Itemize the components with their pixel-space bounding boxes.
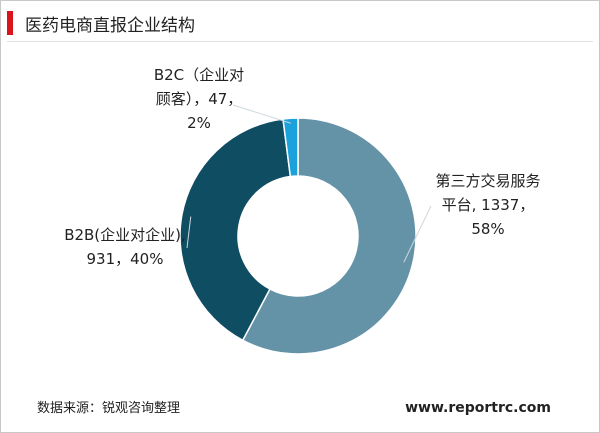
title-rule [7, 41, 593, 42]
leader-line [186, 216, 192, 249]
data-label: 第三方交易服务平台, 1337，58% [435, 172, 541, 238]
website: www.reportrc.com [405, 400, 551, 416]
data-label: B2C（企业对顾客），47，2% [153, 66, 245, 132]
source: 数据来源：锐观咨询整理 [37, 401, 181, 416]
title-accent [7, 11, 13, 35]
data-label: B2B(企业对企业), 931，40% [64, 226, 186, 268]
chart-title: 医药电商直报企业结构 [25, 16, 195, 36]
leader-line [403, 205, 432, 263]
leader-line [232, 104, 291, 124]
slice [179, 118, 292, 342]
slice [282, 117, 299, 178]
slice [241, 117, 417, 355]
